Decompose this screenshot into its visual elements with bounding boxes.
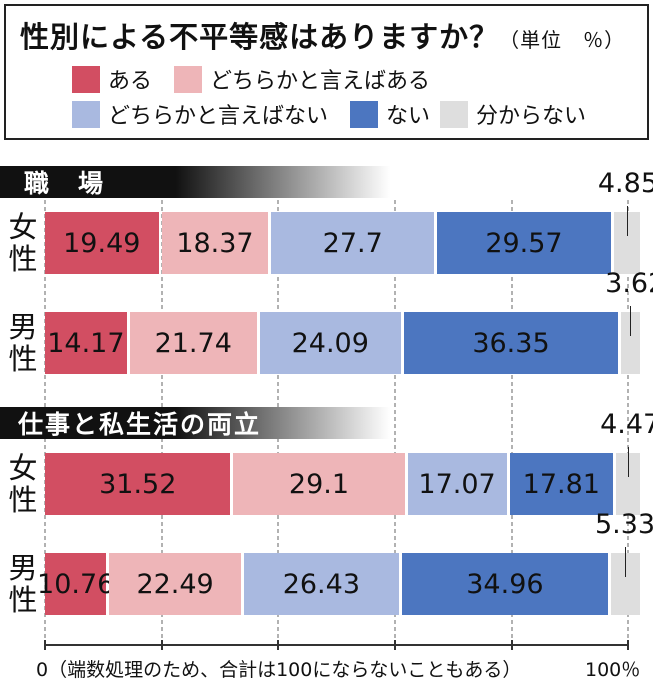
bar-segment: 19.49 xyxy=(45,212,159,274)
data-label: 27.7 xyxy=(322,227,383,259)
bar-segment: 17.07 xyxy=(407,453,507,515)
data-label: 18.37 xyxy=(176,227,254,259)
bar-segment: 31.52 xyxy=(45,453,231,515)
data-label: 22.49 xyxy=(136,568,214,600)
bar-segment xyxy=(621,312,640,374)
section-title: 仕事と私生活の両立 xyxy=(18,410,262,439)
legend-item-dochiraka-aru: どちらかと言えばある xyxy=(174,63,430,95)
section-header-bar xyxy=(0,166,390,198)
data-label: 5.33 xyxy=(594,509,653,540)
data-label: 4.47 xyxy=(600,409,653,440)
leader-line xyxy=(627,447,629,477)
row-label-male: 男性 xyxy=(8,310,38,376)
data-label: 29.57 xyxy=(485,227,563,259)
bar-segment: 14.17 xyxy=(45,312,127,374)
bar-segment: 21.74 xyxy=(129,312,257,374)
data-label: 31.52 xyxy=(99,468,177,500)
unit-text: （単位 ％） xyxy=(499,28,626,52)
bar-segment xyxy=(610,553,640,615)
legend-swatch xyxy=(72,65,100,93)
data-label: 24.09 xyxy=(291,327,369,359)
data-label: 17.81 xyxy=(522,468,600,500)
chart-title: 性別による不平等感はありますか？（単位 ％） xyxy=(20,14,625,56)
row-label-female: 女性 xyxy=(8,451,38,517)
legend-item-nai: ない xyxy=(350,98,430,130)
data-label: 10.76 xyxy=(37,568,115,600)
footnote: 0（端数処理のため、合計は100にならないこともある） xyxy=(36,659,522,681)
legend-label: どちらかと言えばある xyxy=(210,69,431,94)
legend-box: 性別による不平等感はありますか？（単位 ％） ある どちらかと言えばある どちら… xyxy=(4,4,649,140)
data-label: 26.43 xyxy=(282,568,360,600)
legend-swatch xyxy=(174,65,202,93)
legend-item-dochiraka-nai: どちらかと言えばない xyxy=(72,98,328,130)
title-text: 性別による不平等感はありますか？ xyxy=(20,20,500,54)
legend-item-wakaranai: 分からない xyxy=(440,98,586,130)
data-label: 36.35 xyxy=(472,327,550,359)
bar-segment: 17.81 xyxy=(509,453,614,515)
bar-segment: 29.57 xyxy=(437,212,611,274)
data-label: 21.74 xyxy=(154,327,232,359)
leader-line xyxy=(626,206,628,236)
leader-line xyxy=(630,306,632,336)
leader-line xyxy=(625,547,627,577)
data-label: 14.17 xyxy=(47,327,125,359)
data-label: 4.85 xyxy=(597,168,653,199)
legend-label: どちらかと言えばない xyxy=(108,104,329,129)
legend-label: 分からない xyxy=(476,104,587,129)
bar-segment: 36.35 xyxy=(403,312,619,374)
axis-end-label: 100％ xyxy=(585,659,641,681)
section-title: 職 場 xyxy=(24,169,106,198)
bar-segment: 26.43 xyxy=(243,553,399,615)
data-label: 34.96 xyxy=(466,568,544,600)
bar-segment: 29.1 xyxy=(233,453,405,515)
legend-label: ない xyxy=(386,104,431,129)
bar-segment: 22.49 xyxy=(109,553,241,615)
bar-segment: 24.09 xyxy=(259,312,401,374)
data-label: 17.07 xyxy=(418,468,496,500)
legend-swatch xyxy=(72,100,100,128)
bar-segment: 34.96 xyxy=(401,553,608,615)
row-label-male: 男性 xyxy=(8,551,38,617)
data-label: 3.62 xyxy=(605,268,653,299)
legend-item-aru: ある xyxy=(72,63,152,95)
legend-swatch xyxy=(350,100,378,128)
section-header-bar xyxy=(0,407,390,439)
data-label: 19.49 xyxy=(63,227,141,259)
row-label-female: 女性 xyxy=(8,210,38,276)
bar-segment: 18.37 xyxy=(161,212,269,274)
legend-label: ある xyxy=(108,69,153,94)
legend-swatch xyxy=(440,100,468,128)
bar-segment: 10.76 xyxy=(37,553,114,615)
data-label: 29.1 xyxy=(288,468,350,500)
bar-segment: 27.7 xyxy=(271,212,435,274)
bar-segment xyxy=(616,453,640,515)
